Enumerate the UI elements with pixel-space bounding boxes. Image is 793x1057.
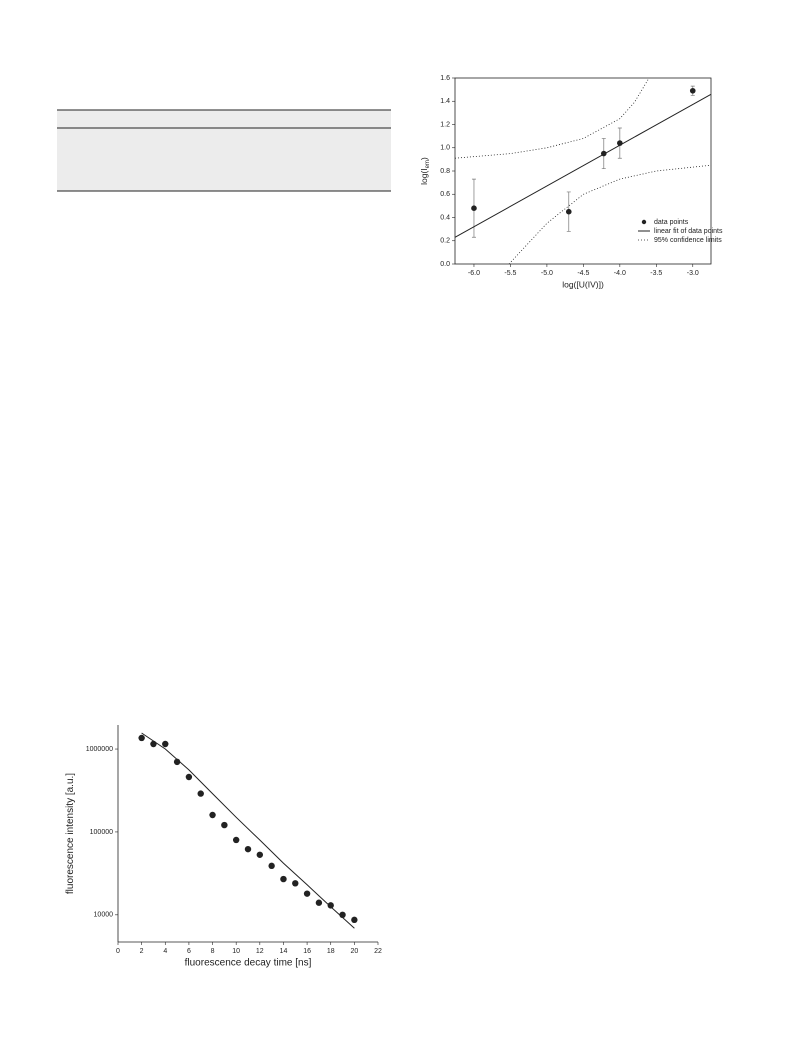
data-point (315, 899, 323, 906)
x-tick-label: 12 (256, 948, 264, 955)
x-tick-label: 22 (374, 948, 382, 955)
x-axis-label: fluorescence decay time [ns] (185, 958, 312, 969)
data-point (689, 87, 696, 94)
table-body (57, 110, 391, 191)
data-point (280, 875, 287, 883)
y-tick-label: 1.6 (440, 75, 450, 82)
x-axis-label: log([U(IV)]) (562, 279, 604, 289)
empty-table (57, 109, 391, 192)
x-tick-label: 2 (140, 948, 144, 955)
data-point (150, 740, 157, 748)
y-tick-label: 1.0 (440, 145, 450, 152)
x-tick-label: 14 (280, 948, 288, 955)
x-tick-label: 6 (187, 948, 191, 955)
confidence-line (508, 164, 712, 265)
y-tick-label: 1.2 (440, 121, 450, 128)
data-point (185, 773, 193, 781)
x-tick-label: -5.5 (504, 270, 516, 277)
x-tick-label: -5.0 (541, 270, 553, 277)
y-label-main: fluorescence intensity [a.u.] (65, 773, 76, 894)
y-axis-label: log(Iem) (419, 157, 430, 185)
x-tick-label: 8 (211, 948, 215, 955)
y-tick-label: 0.6 (440, 191, 450, 198)
data-point (471, 205, 477, 211)
x-tick-label: 4 (163, 948, 167, 955)
y-label-end: ) (419, 157, 429, 160)
x-tick-label: -4.5 (577, 270, 589, 277)
data-point (351, 916, 358, 924)
data-point (232, 836, 240, 844)
x-tick-label: 16 (303, 948, 311, 955)
data-point (209, 811, 216, 819)
fit-line (454, 93, 712, 238)
y-tick-label: 10000 (94, 912, 114, 919)
data-point (565, 208, 572, 215)
data-point (292, 880, 299, 887)
legend-marker (641, 219, 647, 225)
y-tick-label: 1.4 (440, 98, 450, 105)
legend-label: data points (654, 219, 689, 226)
data-point (268, 862, 275, 870)
x-tick-label: -6.0 (468, 270, 480, 277)
legend-label: linear fit of data points (654, 228, 723, 235)
y-tick-label: 0.8 (440, 168, 450, 175)
fit-line (141, 732, 355, 929)
chart: 0 2 4 6 8 10 12 14 16 18 20 22 10000 100000 1000000 flu… (65, 725, 382, 969)
x-tick-label: -3.5 (650, 270, 662, 277)
y-tick-label: 0.2 (440, 238, 450, 245)
y-label-main: log(I (419, 168, 429, 185)
x-tick-label: 0 (116, 948, 120, 955)
x-tick-label: 18 (327, 948, 335, 955)
x-tick-label: 10 (232, 948, 240, 955)
y-tick-label: 100000 (90, 829, 113, 836)
x-tick-label: -4.0 (614, 270, 626, 277)
y-tick-label: 0.4 (440, 214, 450, 221)
x-tick-label: -3.0 (687, 270, 699, 277)
y-label-sub: em (425, 160, 431, 168)
y-tick-label: 0.0 (440, 261, 450, 268)
x-tick-label: 20 (350, 948, 358, 955)
data-point (327, 902, 334, 909)
data-point (197, 790, 204, 797)
data-point (221, 821, 228, 829)
chart: -6.0 -5.5 -5.0 -4.5 -4.0 -3.5 -3.0 0.0 0.2 0.4 0.6… (419, 75, 723, 289)
y-tick-label: 1000000 (86, 746, 113, 753)
data-point (256, 851, 264, 858)
data-point (244, 845, 252, 853)
data-point (303, 890, 311, 897)
data-point (138, 734, 145, 742)
y-axis-label: fluorescence intensity [a.u.] (65, 773, 76, 894)
legend-label: 95% confidence limits (654, 237, 722, 244)
data-point (162, 740, 169, 748)
